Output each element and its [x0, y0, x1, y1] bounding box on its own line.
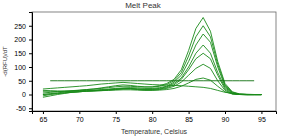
y-tick: 50: [18, 77, 32, 84]
y-tick-label: 50: [18, 77, 26, 84]
series-line: [50, 80, 254, 81]
title: Melt Peak: [125, 1, 162, 10]
y-axis: -50 0 50 100 150 200 250: [14, 13, 32, 112]
y-tick-label: 0: [22, 91, 26, 98]
x-tick: 75: [112, 111, 120, 123]
y-axis-title: -d(RFU)/dT: [2, 46, 8, 77]
series-group: [43, 18, 262, 98]
series-line: [43, 34, 262, 95]
x-tick-label: 95: [258, 116, 266, 123]
chart: 65 70 75 80 85 90 95 -50 0 50 100 150 200 250 Melt Pea…: [0, 0, 286, 137]
plot-frame: [32, 12, 276, 111]
y-tick-label: -50: [16, 105, 26, 112]
y-tick-mark: [29, 53, 32, 54]
series-line: [43, 78, 262, 97]
y-tick-mark: [29, 108, 32, 109]
y-tick-mark: [29, 26, 32, 27]
x-tick-label: 65: [40, 116, 48, 123]
series-line: [43, 53, 262, 94]
y-tick-label: 200: [14, 36, 26, 43]
y-tick: 200: [14, 36, 32, 43]
y-axis-line: [29, 13, 33, 112]
y-tick-mark: [29, 67, 32, 68]
x-tick-mark: [79, 111, 80, 114]
x-axis-title: Temperature, Celsius: [121, 128, 188, 136]
x-tick-label: 70: [76, 116, 84, 123]
x-tick-label: 75: [112, 116, 120, 123]
y-tick-label: 100: [14, 64, 26, 71]
plot: 65 70 75 80 85 90 95 -50 0 50 100 150 200 250: [14, 12, 276, 123]
x-tick: 70: [76, 111, 84, 123]
x-tick: 90: [222, 111, 230, 123]
y-tick: 100: [14, 64, 32, 71]
series-line: [43, 45, 262, 96]
x-tick: 65: [40, 111, 48, 123]
x-axis-line: [33, 112, 277, 115]
x-axis: 65 70 75 80 85 90 95: [33, 111, 277, 123]
y-tick: 0: [22, 91, 32, 98]
x-tick-mark: [261, 111, 262, 114]
x-tick-mark: [225, 111, 226, 114]
y-tick: -50: [16, 105, 32, 112]
x-tick: 95: [258, 111, 266, 123]
series-line: [43, 26, 262, 95]
x-tick: 85: [185, 111, 193, 123]
x-tick-mark: [116, 111, 117, 114]
y-tick: 250: [14, 22, 32, 29]
x-tick-label: 90: [222, 116, 230, 123]
x-tick-label: 80: [149, 116, 157, 123]
y-tick-label: 150: [14, 50, 26, 57]
y-tick: 150: [14, 50, 32, 57]
y-tick-mark: [29, 40, 32, 41]
x-tick-mark: [152, 111, 153, 114]
y-tick-label: 250: [14, 22, 26, 29]
y-tick-mark: [29, 95, 32, 96]
series-line: [43, 18, 262, 95]
x-tick: 80: [149, 111, 157, 123]
x-tick-label: 85: [185, 116, 193, 123]
y-tick-mark: [29, 81, 32, 82]
x-tick-mark: [43, 111, 44, 114]
x-tick-mark: [189, 111, 190, 114]
